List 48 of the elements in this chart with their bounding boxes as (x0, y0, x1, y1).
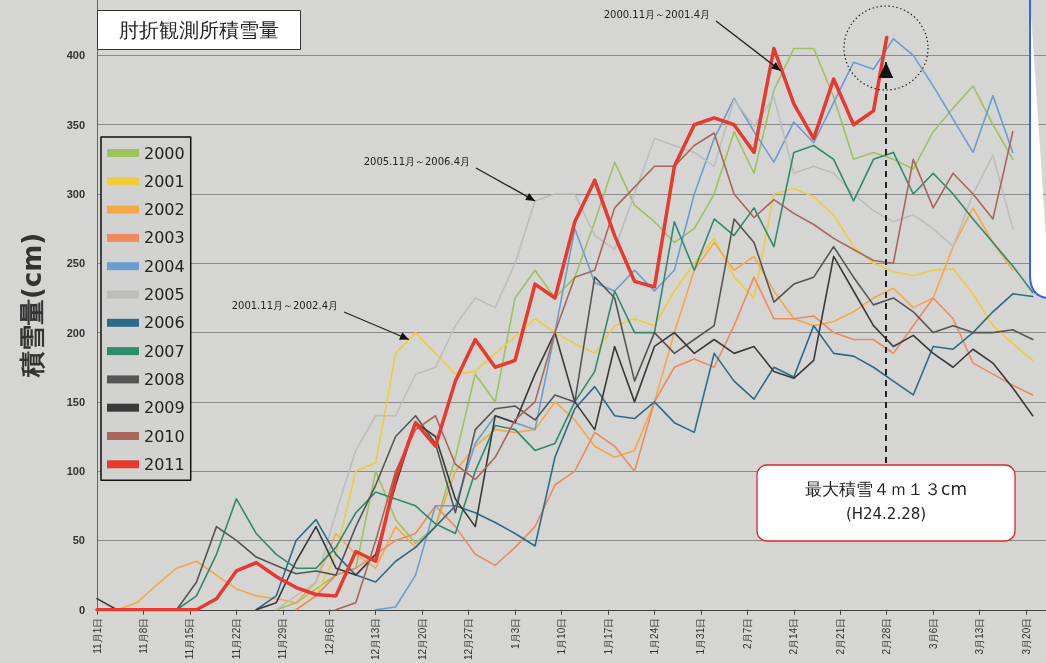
legend-label: 2008 (144, 369, 185, 389)
x-tick-label: 12月20日 (416, 617, 428, 660)
legend-label: 2010 (144, 426, 185, 446)
legend-label: 2003 (144, 228, 185, 248)
x-tick-label: 2月7日 (741, 617, 753, 649)
x-tick-label: 1月3日 (509, 617, 521, 649)
legend-label: 2002 (144, 200, 185, 220)
x-tick-label: 11月15日 (184, 617, 196, 660)
x-tick-label: 11月22日 (230, 617, 242, 660)
x-tick-label: 1月31日 (695, 617, 707, 655)
y-tick-label: 0 (78, 603, 85, 616)
annotation: 2000.11月～2001.4月 (603, 9, 710, 20)
x-tick-label: 12月6日 (323, 617, 335, 655)
legend-label: 2009 (144, 398, 185, 418)
x-tick-label: 12月27日 (463, 617, 475, 660)
x-tick-label: 1月17日 (602, 617, 614, 655)
annotation: 2001.11月～2002.4月 (231, 300, 338, 311)
y-tick-label: 200 (66, 326, 85, 339)
x-tick-label: 2月14日 (788, 617, 800, 655)
legend-label: 2007 (144, 341, 185, 361)
x-tick-label: 11月8日 (137, 617, 149, 654)
x-tick-label: 3月6日 (927, 617, 939, 649)
x-tick-label: 1月24日 (648, 617, 660, 655)
y-tick-label: 50 (72, 534, 85, 547)
y-tick-label: 150 (66, 395, 85, 408)
x-tick-label: 3月13日 (974, 617, 986, 655)
annotation: 最大積雪４ｍ１３cm (H24.2.28) (805, 479, 967, 523)
text: 肘折観測所積雪量 (119, 18, 279, 42)
x-tick-label: 2月28日 (881, 617, 893, 655)
legend-label: 2011 (144, 454, 185, 474)
x-tick-label: 2月21日 (834, 617, 846, 655)
y-tick-label: 400 (66, 49, 85, 62)
legend-label: 2005 (144, 285, 185, 304)
y-tick-label: 350 (66, 118, 85, 131)
x-tick-label: 12月13日 (370, 617, 382, 660)
x-tick-label: 1月10日 (556, 617, 568, 655)
legend-label: 2006 (144, 313, 185, 333)
x-tick-label: 3月20日 (1020, 617, 1032, 655)
legend-label: 2001 (144, 171, 185, 191)
legend-label: 2004 (144, 256, 185, 276)
y-tick-label: 300 (66, 188, 85, 201)
y-tick-label: 100 (66, 465, 85, 478)
x-tick-label: 11月29日 (277, 617, 289, 660)
y-tick-label: 250 (66, 257, 85, 270)
x-tick-label: 11月1日 (91, 617, 103, 654)
legend-label: 2000 (144, 143, 185, 163)
annotation: 2005.11月～2006.4月 (363, 156, 470, 167)
y-axis-title: 積雪量(cm) (17, 232, 47, 379)
